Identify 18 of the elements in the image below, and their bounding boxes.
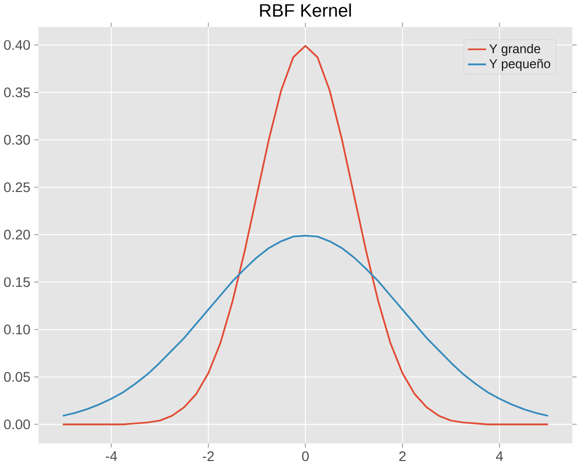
x-tick-label: 2	[399, 452, 406, 462]
y-tick-label: 0.00	[4, 420, 30, 430]
x-tick-label: 4	[496, 452, 503, 462]
x-tick-label: 0	[302, 452, 309, 462]
y-tick-label: 0.10	[4, 324, 30, 335]
x-tick-label: -4	[106, 452, 118, 462]
y-tick-label: 0.40	[4, 40, 30, 50]
y-tick-label: 0.05	[4, 372, 30, 382]
chart-title: RBF Kernel	[260, 4, 351, 17]
y-tick-label: 0.35	[4, 88, 30, 98]
line-series	[62, 234, 549, 417]
y-tick-label: 0.25	[4, 182, 30, 192]
y-tick-label: 0.30	[4, 135, 30, 145]
legend-label: Y grande	[489, 44, 540, 56]
legend-label: Y pequeño	[489, 59, 550, 71]
x-tick-label: -2	[202, 452, 214, 462]
y-tick-label: 0.20	[4, 230, 30, 240]
y-tick-label: 0.15	[4, 277, 30, 288]
